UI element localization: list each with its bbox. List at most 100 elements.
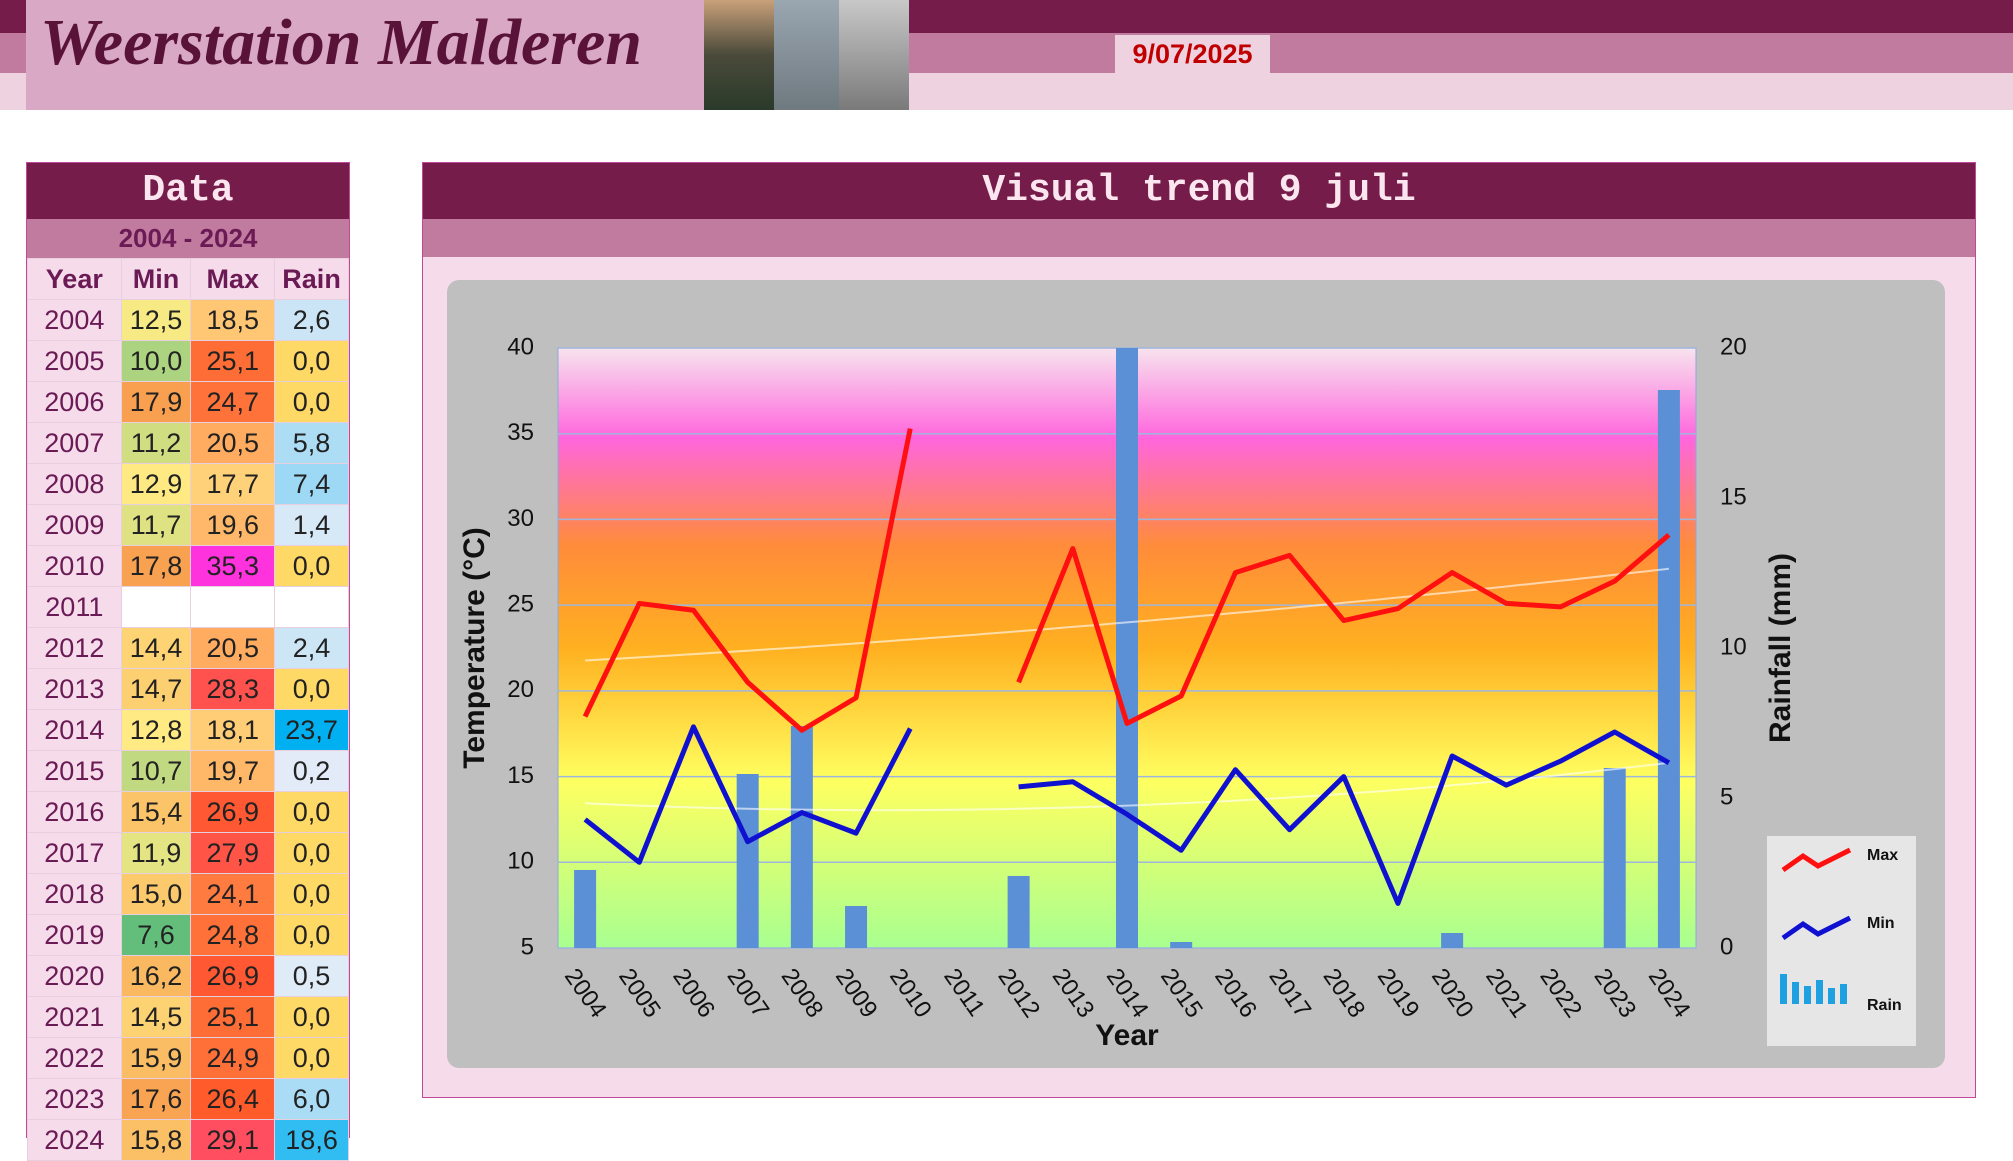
year-cell: 2006 (27, 381, 122, 423)
y-tick-label: 10 (507, 848, 534, 875)
data-row: 2020 16,2 26,9 0,5 (27, 955, 349, 997)
value-cell: 24,8 (190, 914, 276, 956)
bar (790, 726, 813, 948)
value-cell: 25,1 (190, 340, 276, 382)
value-cell (120, 586, 192, 628)
y-axis-label: Temperature (°C) (458, 527, 491, 768)
value-cell: 35,3 (190, 545, 276, 587)
trendline (585, 567, 1670, 662)
legend-label: Rain (1867, 997, 1902, 1014)
y-tick-label: 5 (521, 933, 534, 960)
y-tick-label: 15 (507, 762, 534, 789)
bar (1657, 390, 1680, 948)
value-cell: 24,1 (190, 873, 276, 915)
year-cell: 2017 (27, 832, 122, 874)
y-tick-label: 40 (507, 333, 534, 360)
legend-icon (1781, 915, 1852, 941)
year-cell: 2018 (27, 873, 122, 915)
value-cell: 24,9 (190, 1037, 276, 1079)
legend-icon (1840, 984, 1847, 1004)
legend-box (1767, 836, 1916, 1046)
year-cell: 2019 (27, 914, 122, 956)
date: 9/07/2025 (1115, 35, 1270, 73)
data-row: 2012 14,4 20,5 2,4 (27, 627, 349, 669)
value-cell: 12,5 (120, 299, 192, 341)
year-cell: 2009 (27, 504, 122, 546)
data-panel: Data 2004 - 2024 Year Min Max Rain 2004 12,5 1… (26, 162, 350, 1161)
value-cell: 5,8 (274, 422, 349, 464)
bar (1007, 876, 1030, 948)
value-cell: 0,0 (274, 1037, 349, 1079)
y-tick-label: 30 (507, 505, 534, 532)
value-cell: 12,9 (120, 463, 192, 505)
y2-tick-label: 5 (1720, 783, 1733, 810)
value-cell: 14,7 (120, 668, 192, 710)
trendline (585, 761, 1670, 812)
y-tick-label: 35 (507, 419, 534, 446)
value-cell: 14,5 (120, 996, 192, 1038)
data-row: 2008 12,9 17,7 7,4 (27, 463, 349, 505)
value-cell: 17,9 (120, 381, 192, 423)
data-row: 2013 14,7 28,3 0,0 (27, 668, 349, 710)
value-cell: 11,9 (120, 832, 192, 874)
bar (574, 870, 597, 948)
value-cell (190, 586, 276, 628)
value-cell: 19,7 (190, 750, 276, 792)
bar (1603, 768, 1626, 948)
data-row: 2007 11,2 20,5 5,8 (27, 422, 349, 464)
value-cell: 20,5 (190, 422, 276, 464)
value-cell: 27,9 (190, 832, 276, 874)
legend-icon (1804, 986, 1811, 1004)
column-header: Rain (274, 258, 349, 300)
photo (704, 0, 774, 110)
bar (1116, 348, 1138, 948)
value-cell: 14,4 (120, 627, 192, 669)
line (583, 724, 1671, 906)
y2-tick-label: 10 (1720, 633, 1747, 660)
year-cell: 2023 (27, 1078, 122, 1120)
legend-icon (1781, 847, 1852, 873)
bar (845, 906, 868, 948)
value-cell: 7,4 (274, 463, 349, 505)
value-cell: 15,4 (120, 791, 192, 833)
data-row: 2015 10,7 19,7 0,2 (27, 750, 349, 792)
header-row: Year Min Max Rain (27, 258, 349, 300)
year-cell: 2007 (27, 422, 122, 464)
plot-content (574, 348, 1680, 948)
value-cell: 15,9 (120, 1037, 192, 1079)
title-box (26, 0, 704, 110)
year-cell: 2015 (27, 750, 122, 792)
value-cell: 0,0 (274, 996, 349, 1038)
value-cell: 18,6 (274, 1119, 349, 1161)
photo (839, 0, 909, 110)
year-cell: 2011 (27, 586, 122, 628)
legend-icon (1828, 988, 1835, 1004)
column-header: Min (120, 258, 192, 300)
value-cell: 18,1 (190, 709, 276, 751)
legend-icon (1816, 980, 1823, 1004)
value-cell: 26,9 (190, 791, 276, 833)
year-cell: 2013 (27, 668, 122, 710)
value-cell: 23,7 (274, 709, 349, 751)
bar (1441, 933, 1464, 948)
data-row: 2023 17,6 26,4 6,0 (27, 1078, 349, 1120)
data-row: 2010 17,8 35,3 0,0 (27, 545, 349, 587)
photo (774, 0, 839, 110)
column-header: Year (27, 258, 122, 300)
value-cell: 0,0 (274, 668, 349, 710)
value-cell: 0,2 (274, 750, 349, 792)
site-title: Weerstation Malderen (40, 6, 642, 79)
data-row: 2022 15,9 24,9 0,0 (27, 1037, 349, 1079)
table-title: Data (27, 163, 349, 219)
legend-label: Max (1867, 847, 1898, 864)
x-axis-label: Year (1095, 1019, 1159, 1052)
value-cell: 0,0 (274, 873, 349, 915)
data-row: 2019 7,6 24,8 0,0 (27, 914, 349, 956)
value-cell: 0,5 (274, 955, 349, 997)
value-cell: 15,0 (120, 873, 192, 915)
value-cell: 10,7 (120, 750, 192, 792)
bar (736, 774, 759, 948)
data-row: 2016 15,4 26,9 0,0 (27, 791, 349, 833)
